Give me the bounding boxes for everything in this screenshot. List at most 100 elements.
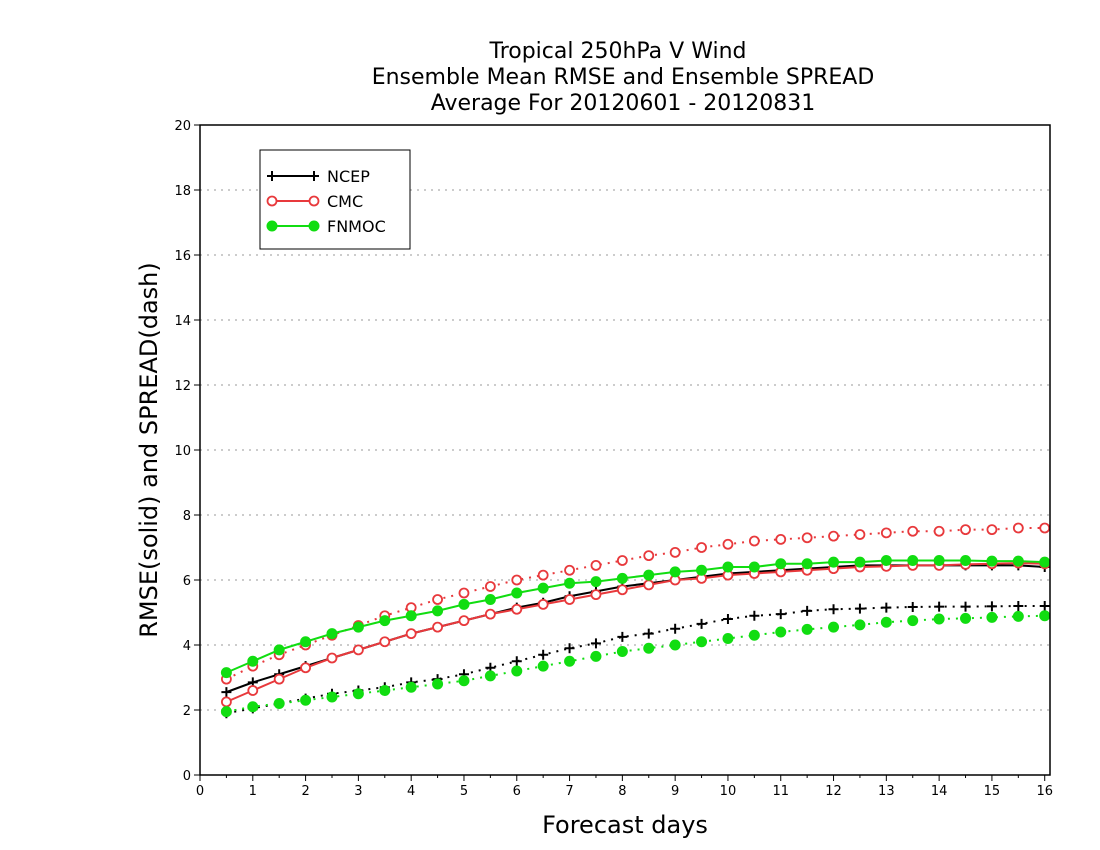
y-tick-label: 18 [174, 184, 191, 199]
legend-label-ncep: NCEP [327, 167, 370, 186]
cmc-spread-point [616, 555, 628, 566]
x-axis-label: Forecast days [542, 811, 708, 839]
cmc-spread-point [696, 542, 707, 553]
ncep-spread-point [722, 614, 733, 624]
legend-marker-ncep [309, 171, 319, 181]
cmc-spread-point [722, 538, 734, 550]
fnmoc-spread-point [484, 670, 496, 682]
x-tick-label: 4 [407, 784, 415, 799]
ncep-spread-point [643, 628, 654, 639]
y-tick-label: 0 [183, 769, 191, 784]
legend: NCEP CMC FNMOC [259, 149, 411, 250]
fnmoc-spread-point [511, 665, 523, 677]
fnmoc-spread-point [933, 613, 945, 625]
legend-marker-ncep [267, 171, 277, 181]
ncep-spread-point [907, 601, 918, 612]
fnmoc-rmse-point [564, 577, 576, 589]
cmc-spread-point [854, 529, 866, 540]
cmc-rmse-point [405, 628, 417, 640]
legend-marker-fnmoc [266, 220, 278, 232]
plot-frame [199, 124, 1051, 776]
fnmoc-spread-point [1039, 610, 1051, 622]
ncep-spread-point [696, 618, 707, 629]
fnmoc-rmse-point [432, 605, 444, 617]
fnmoc-spread-point [960, 612, 972, 624]
fnmoc-rmse-point [986, 555, 998, 567]
title-line-3: Average For 20120601 - 20120831 [431, 91, 816, 116]
cmc-rmse-point [590, 589, 602, 601]
ncep-spread-point [670, 623, 681, 634]
fnmoc-spread-point [220, 706, 232, 718]
y-tick-label: 8 [183, 509, 191, 524]
cmc-rmse-point [432, 621, 443, 633]
cmc-rmse-point [247, 685, 259, 696]
fnmoc-rmse-point [326, 628, 338, 640]
ncep-spread-point [854, 603, 865, 614]
fnmoc-rmse-point [273, 644, 285, 656]
fnmoc-spread-point [590, 650, 602, 662]
x-tick-label: 1 [249, 784, 257, 799]
x-tick-label: 5 [460, 784, 468, 799]
ncep-spread-point [775, 609, 786, 620]
x-tick-label: 3 [354, 784, 362, 799]
cmc-rmse-point [537, 598, 549, 610]
cmc-rmse-point [273, 673, 285, 685]
fnmoc-rmse-point [933, 555, 945, 566]
cmc-spread-point [511, 574, 523, 586]
ncep-spread-point [590, 638, 601, 649]
cmc-rmse-point [511, 603, 523, 615]
x-tick-label: 2 [301, 784, 309, 799]
cmc-spread-point [986, 524, 998, 536]
legend-marker-fnmoc [308, 220, 320, 232]
cmc-spread-point [537, 569, 549, 581]
fnmoc-rmse-point [405, 610, 417, 622]
fnmoc-spread-point [880, 616, 892, 628]
ncep-spread-point [802, 605, 813, 616]
ncep-spread-point [934, 601, 945, 612]
series-layer [220, 522, 1051, 719]
fnmoc-spread-point [537, 660, 549, 672]
fnmoc-rmse-point [828, 556, 840, 568]
x-tick-label: 6 [513, 784, 521, 799]
fnmoc-rmse-point [960, 555, 972, 566]
fnmoc-rmse-point [511, 587, 523, 599]
x-tick-label: 14 [931, 784, 948, 799]
cmc-rmse-point [484, 608, 496, 620]
fnmoc-rmse-point [1039, 556, 1051, 568]
cmc-spread-point [432, 594, 443, 605]
x-tick-label: 10 [720, 784, 737, 799]
cmc-spread-point [748, 535, 760, 547]
ncep-spread-point [511, 656, 522, 667]
ncep-spread-point [1039, 601, 1050, 611]
fnmoc-rmse-point [748, 561, 760, 573]
fnmoc-rmse-point [643, 569, 655, 581]
x-tick-label: 7 [565, 784, 573, 799]
y-axis-ticks: 0 2 4 6 8 10 12 14 16 18 20 [174, 119, 200, 784]
cmc-spread-point [643, 550, 655, 562]
fnmoc-rmse-point [907, 555, 919, 566]
x-axis-ticks: 0 1 2 3 4 5 6 7 8 9 10 11 12 13 14 15 16 [196, 775, 1053, 799]
fnmoc-spread-point [300, 694, 312, 706]
fnmoc-rmse-point [379, 615, 391, 627]
fnmoc-spread-point [643, 642, 655, 654]
ncep-spread-point [881, 602, 892, 613]
fnmoc-spread-point [801, 623, 813, 635]
ncep-spread-point [986, 601, 997, 612]
ncep-rmse-point [221, 687, 232, 698]
ncep-spread-point [960, 601, 971, 612]
ncep-spread-point [749, 610, 760, 621]
cmc-spread-point [801, 532, 813, 544]
x-tick-label: 16 [1036, 784, 1053, 799]
x-tick-label: 12 [825, 784, 842, 799]
fnmoc-rmse-point [247, 655, 259, 667]
cmc-spread-point [880, 527, 892, 539]
x-tick-label: 15 [984, 784, 1001, 799]
fnmoc-rmse-point [722, 561, 734, 573]
cmc-rmse-point [379, 636, 391, 648]
fnmoc-rmse-point [458, 598, 470, 610]
cmc-spread-point [960, 524, 971, 536]
cmc-rmse-point [300, 662, 311, 674]
ncep-spread-point [538, 649, 549, 660]
cmc-spread-point [933, 525, 945, 537]
